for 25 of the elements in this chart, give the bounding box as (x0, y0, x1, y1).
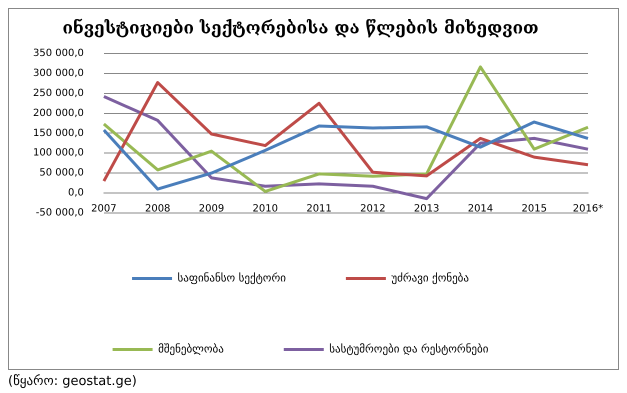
x-tick-label: 2012 (360, 204, 386, 215)
legend-label: მშენებლობა (158, 342, 224, 356)
chart-title: ინვესტიციები სექტორებისა და წლების მიხედვით (62, 18, 539, 39)
x-tick-label: 2013 (414, 204, 440, 215)
y-tick-label: -50 000,0 (36, 208, 84, 219)
x-tick-label: 2007 (91, 204, 117, 215)
y-tick-label: 100 000,0 (32, 148, 84, 159)
legend-label: უძრავი ქონება (391, 271, 470, 284)
x-tick-label: 2016* (572, 204, 604, 215)
x-tick-label: 2009 (198, 204, 224, 215)
y-tick-label: 250 000,0 (32, 88, 84, 99)
y-tick-label: 300 000,0 (32, 68, 84, 79)
legend-label: სასტუმროები და რესტორნები (329, 342, 489, 356)
y-tick-label: 150 000,0 (32, 128, 84, 139)
y-tick-label: 200 000,0 (32, 108, 84, 119)
y-tick-label: 0,0 (68, 188, 84, 199)
x-tick-label: 2011 (306, 204, 332, 215)
legend-label: საფინანსო სექტორი (178, 271, 286, 284)
x-tick-label: 2014 (468, 204, 494, 215)
y-tick-label: 350 000,0 (32, 48, 84, 59)
y-tick-label: 50 000,0 (39, 168, 84, 179)
text: (წყარო: geostat.ge) (8, 374, 138, 389)
x-tick-label: 2015 (521, 204, 547, 215)
x-tick-label: 2010 (252, 204, 278, 215)
x-tick-label: 2008 (144, 204, 170, 215)
